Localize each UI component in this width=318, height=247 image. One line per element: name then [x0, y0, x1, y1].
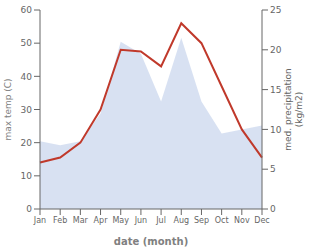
svg-text:max temp (C): max temp (C): [8, 78, 13, 140]
svg-text:10: 10: [270, 125, 282, 135]
svg-text:20: 20: [270, 45, 282, 55]
svg-text:Apr: Apr: [94, 216, 109, 225]
svg-text:25: 25: [270, 5, 281, 15]
svg-text:Nov: Nov: [234, 216, 250, 225]
svg-text:0: 0: [26, 204, 32, 214]
svg-text:60: 60: [21, 5, 33, 15]
svg-text:May: May: [112, 216, 129, 225]
svg-text:Jan: Jan: [33, 216, 46, 225]
svg-text:Feb: Feb: [53, 216, 67, 225]
svg-text:40: 40: [21, 72, 33, 82]
svg-text:Jul: Jul: [155, 216, 166, 225]
svg-text:Jun: Jun: [134, 216, 148, 225]
svg-text:med. precipitation(kg/m2): med. precipitation(kg/m2): [283, 68, 304, 150]
svg-text:5: 5: [270, 164, 276, 174]
svg-text:50: 50: [21, 38, 33, 48]
svg-text:15: 15: [270, 85, 281, 95]
svg-text:Mar: Mar: [73, 216, 89, 225]
svg-text:date (month): date (month): [114, 236, 188, 247]
svg-text:0: 0: [270, 204, 276, 214]
svg-text:Dec: Dec: [254, 216, 269, 225]
svg-text:30: 30: [21, 105, 33, 115]
svg-text:10: 10: [21, 171, 33, 181]
svg-text:Sep: Sep: [194, 216, 209, 225]
svg-text:Oct: Oct: [215, 216, 229, 225]
svg-text:Aug: Aug: [173, 216, 189, 225]
svg-text:20: 20: [21, 138, 33, 148]
